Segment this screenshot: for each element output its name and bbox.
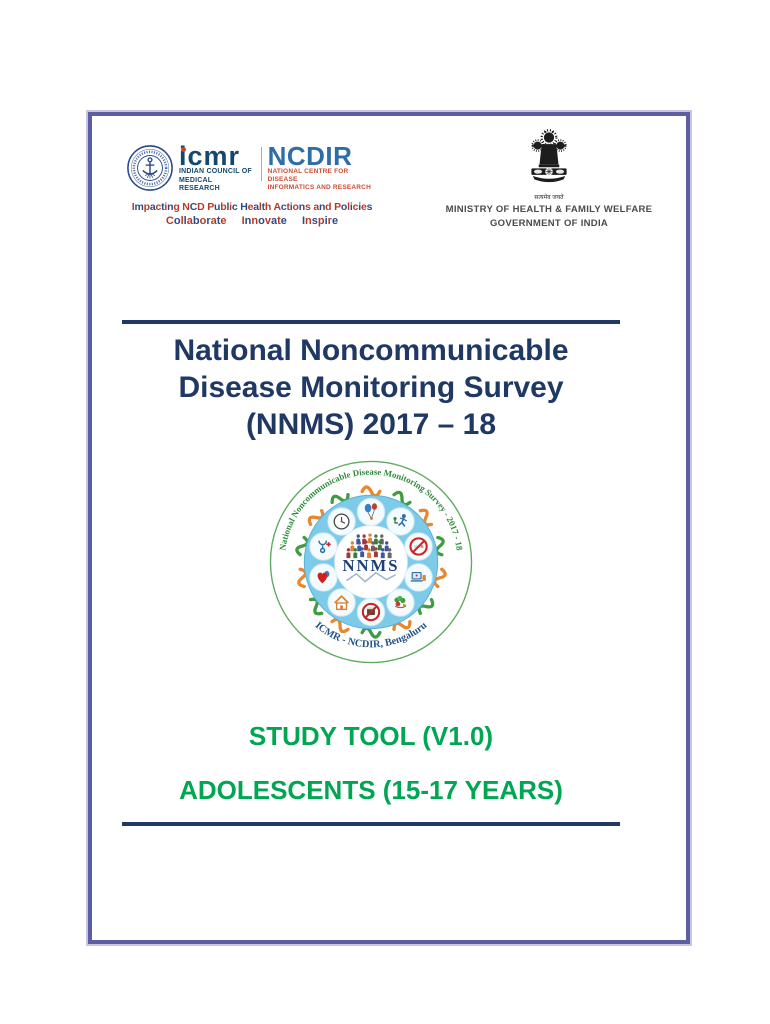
audience-heading: ADOLESCENTS (15-17 YEARS) [179,775,563,805]
logo-icon-ring [309,497,433,627]
national-emblem-icon [531,129,567,183]
medical-check-icon [318,540,331,554]
household-icon [334,595,350,611]
balloons-icon [364,503,377,520]
logo-acronym: NNMS [343,556,400,575]
ministry-line2: GOVERNMENT OF INDIA [489,218,609,229]
ncdir-line2: INFORMATICS AND RESEARCH [267,184,371,191]
ministry-line1: MINISTRY OF HEALTH & FAMILY WELFARE [445,204,653,215]
devices-icon [410,572,426,582]
page-title: National Noncommunicable Disease Monitor… [122,332,620,443]
icmr-council-line1: INDIAN COUNCIL OF [179,168,252,175]
icmr-seal-icon [127,145,173,191]
ncdir-wordmark-block: NCDIR NATIONAL CENTRE FOR DISEASE INFORM… [267,141,378,192]
page-border-frame-inner: icmr INDIAN COUNCIL OF MEDICAL RESEARCH … [88,112,690,944]
icmr-council-line2: MEDICAL RESEARCH [179,176,220,193]
study-tool-heading: STUDY TOOL (V1.0) [248,721,494,751]
no-tobacco-icon [361,602,381,622]
healthy-diet-icon [394,595,407,609]
icmr-ncdir-logo-row: icmr INDIAN COUNCIL OF MEDICAL RESEARCH … [126,141,378,194]
icmr-ncdir-logo-block: icmr INDIAN COUNCIL OF MEDICAL RESEARCH … [126,128,378,230]
title-line3: (NNMS) 2017 – 18 [245,408,497,441]
government-block: सत्यमेव जयते MINISTRY OF HEALTH & FAMILY… [436,128,662,230]
clock-icon [333,513,350,530]
ncdir-wordmark: NCDIR [267,141,353,171]
icmr-red-dot-icon [181,147,186,152]
title-line2: Disease Monitoring Survey [178,371,564,404]
header: icmr INDIAN COUNCIL OF MEDICAL RESEARCH … [92,116,686,230]
page-border-frame: icmr INDIAN COUNCIL OF MEDICAL RESEARCH … [86,110,692,946]
heart-lungs-icon [317,570,330,584]
icmr-wordmark-block: icmr INDIAN COUNCIL OF MEDICAL RESEARCH [179,141,254,194]
bottom-divider-rule [122,822,620,826]
top-divider-rule [122,320,620,324]
title-line1: National Noncommunicable [173,334,569,367]
seal-rays [144,172,156,179]
icmr-tagline: Impacting NCD Public Health Actions and … [131,200,373,213]
physical-activity-icon [393,514,408,527]
nnms-logo-icon: National Noncommunicable Disease Monitor… [269,460,473,664]
no-smoking-icon [409,537,428,556]
logo-divider [260,147,262,181]
trend-line [346,571,396,583]
ncdir-line1: NATIONAL CENTRE FOR DISEASE [267,168,349,183]
nnms-logo-wrap: National Noncommunicable Disease Monitor… [122,459,620,665]
icmr-tagline-motto: Collaborate Innovate Inspire [165,214,339,227]
icmr-wordmark: icmr [179,141,241,171]
emblem-motto: सत्यमेव जयते [534,195,564,201]
